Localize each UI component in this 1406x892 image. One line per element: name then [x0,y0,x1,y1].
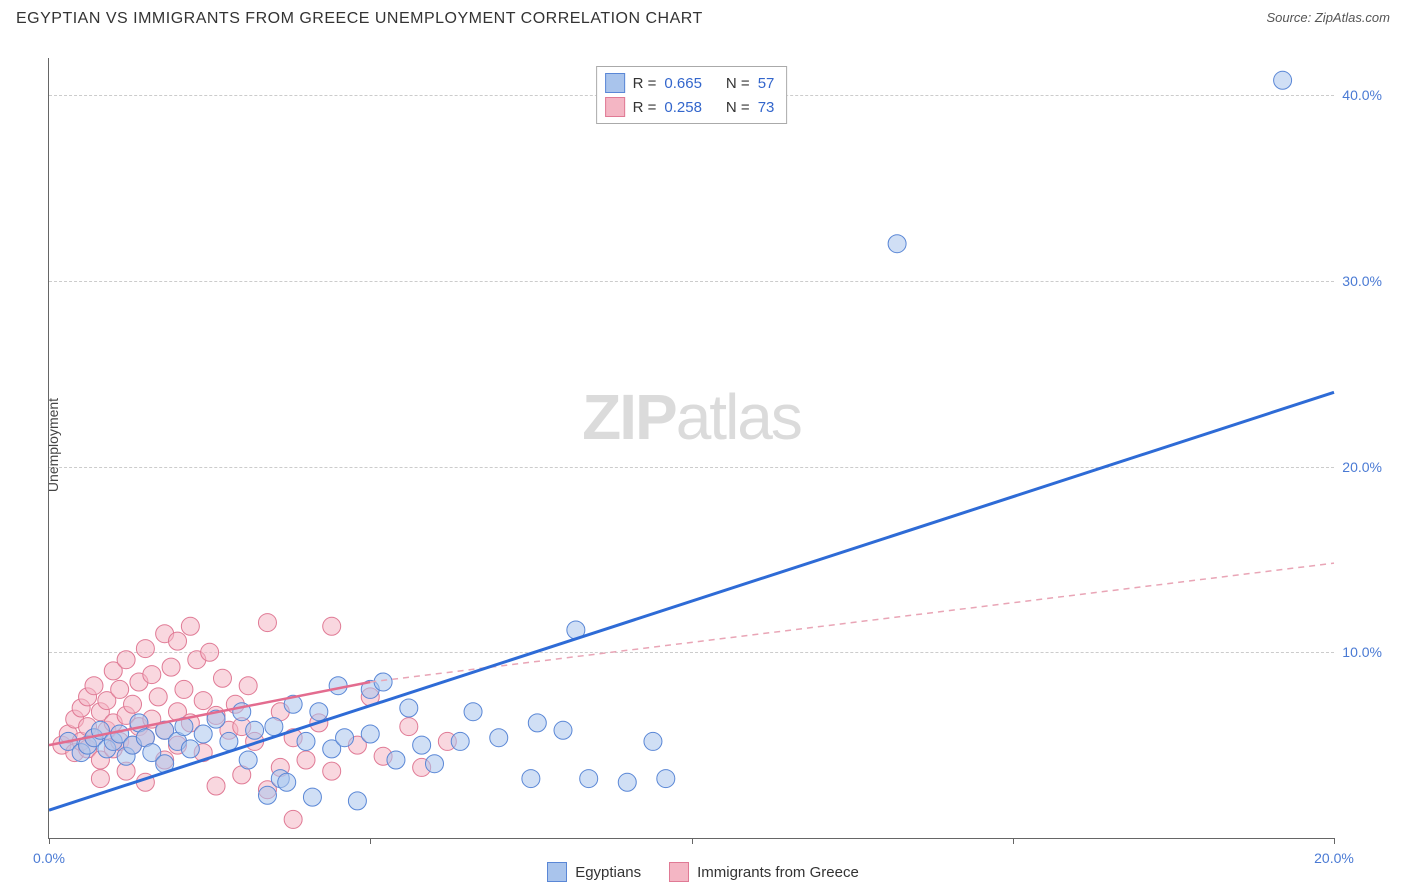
legend-item-egyptians: Egyptians [547,862,641,882]
swatch-blue [605,73,625,93]
trend-greece-dash [370,563,1334,682]
chart-area: Unemployment ZIPatlas 10.0%20.0%30.0%40.… [40,50,1370,840]
legend-series: Egyptians Immigrants from Greece [547,862,859,882]
source-label: Source: ZipAtlas.com [1266,10,1390,25]
trend-egyptian [49,392,1334,810]
legend-bottom-row: Egyptians Immigrants from Greece [0,858,1406,882]
legend-row-pink: R = 0.258 N = 73 [605,95,775,119]
r-label: R = [633,99,657,116]
x-tick [49,838,50,844]
x-tick [692,838,693,844]
trend-layer [49,58,1334,838]
plot-region: ZIPatlas 10.0%20.0%30.0%40.0% R = 0.665 … [48,58,1334,839]
legend-item-greece: Immigrants from Greece [669,862,859,882]
n-value-pink: 73 [758,99,775,116]
x-tick [1013,838,1014,844]
swatch-pink [605,97,625,117]
n-value-blue: 57 [758,75,775,92]
swatch-pink [669,862,689,882]
x-tick [370,838,371,844]
legend-label-greece: Immigrants from Greece [697,864,859,881]
source-prefix: Source: [1266,10,1314,25]
y-tick-label: 40.0% [1342,87,1382,103]
legend-correlation: R = 0.665 N = 57 R = 0.258 N = 73 [596,66,788,124]
r-label: R = [633,75,657,92]
r-value-pink: 0.258 [664,99,702,116]
r-value-blue: 0.665 [664,75,702,92]
y-tick-label: 30.0% [1342,273,1382,289]
legend-label-egyptians: Egyptians [575,864,641,881]
source-name: ZipAtlas.com [1315,10,1390,25]
n-label: N = [726,75,750,92]
x-tick [1334,838,1335,844]
legend-row-blue: R = 0.665 N = 57 [605,71,775,95]
n-label: N = [726,99,750,116]
swatch-blue [547,862,567,882]
chart-title: EGYPTIAN VS IMMIGRANTS FROM GREECE UNEMP… [16,10,703,28]
y-tick-label: 20.0% [1342,459,1382,475]
y-tick-label: 10.0% [1342,644,1382,660]
trend-greece-solid [49,682,370,745]
